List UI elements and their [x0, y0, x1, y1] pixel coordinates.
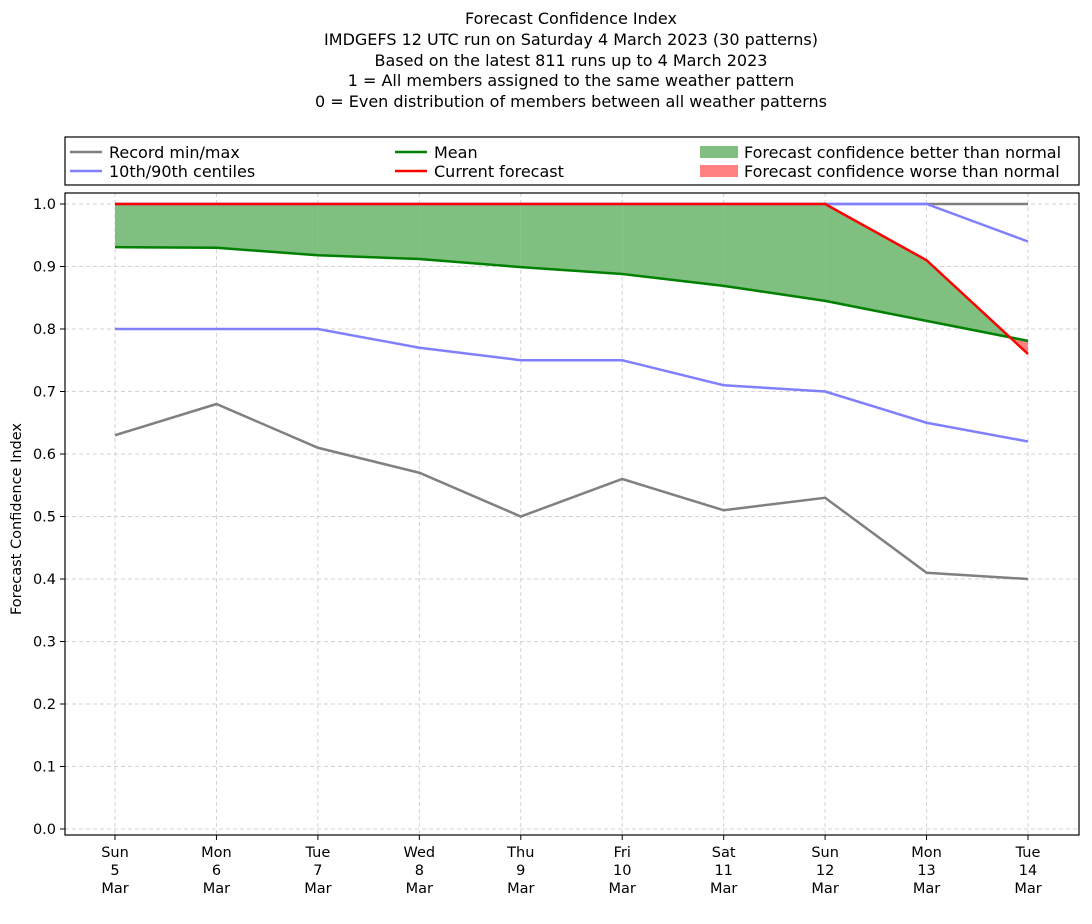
fill-better-than-normal	[723, 204, 826, 301]
y-tick-label: 0.6	[33, 447, 56, 463]
x-tick-label: 5	[110, 863, 119, 879]
series-line-mean	[114, 245, 1029, 343]
y-tick-label: 1.0	[33, 197, 56, 213]
title-line-5: 0 = Even distribution of members between…	[315, 92, 827, 111]
legend-swatch	[700, 165, 738, 177]
x-tick-label: 14	[1019, 863, 1037, 879]
legend-label: Forecast confidence better than normal	[744, 143, 1061, 162]
y-axis-label: Forecast Confidence Index	[9, 423, 25, 615]
x-tick-label: 9	[516, 863, 525, 879]
legend-label: Forecast confidence worse than normal	[744, 162, 1060, 181]
legend-label: Current forecast	[434, 162, 564, 181]
x-tick-label: Sun	[811, 845, 839, 861]
legend-box	[64, 136, 1080, 186]
y-tick-label: 0.0	[33, 822, 56, 838]
title-line-2: IMDGEFS 12 UTC run on Saturday 4 March 2…	[324, 30, 818, 49]
x-tick-label: Sun	[101, 845, 129, 861]
x-tick-label: Mar	[406, 881, 433, 897]
x-tick-label: 11	[714, 863, 732, 879]
fill-better-than-normal	[825, 204, 927, 321]
x-tick-label: Thu	[506, 845, 534, 861]
x-axis: Sun 5 Mar Mon 6 Mar Tue 7 Mar Wed 8 Mar Thu 9 Mar Fri 10…	[101, 835, 1042, 897]
x-tick-label: 7	[313, 863, 322, 879]
series-line-10th-centile	[115, 327, 1029, 443]
x-tick-label: Mon	[911, 845, 942, 861]
x-tick-label: 8	[415, 863, 424, 879]
y-tick-label: 0.7	[33, 385, 56, 401]
series-lines	[114, 202, 1029, 581]
legend-swatch	[700, 146, 738, 158]
x-tick-label: Fri	[614, 845, 631, 861]
x-tick-label: Mar	[101, 881, 128, 897]
title-line-1: Forecast Confidence Index	[465, 9, 677, 28]
fill-areas	[115, 204, 1028, 354]
x-tick-label: Mar	[203, 881, 230, 897]
title-line-4: 1 = All members assigned to the same wea…	[348, 71, 795, 90]
fill-better-than-normal	[419, 204, 521, 268]
x-tick-label: Mon	[201, 845, 232, 861]
y-tick-label: 0.2	[33, 697, 56, 713]
y-tick-label: 0.9	[33, 260, 56, 276]
series-line-record-min	[114, 402, 1029, 581]
title-line-3: Based on the latest 811 runs up to 4 Mar…	[375, 51, 768, 70]
fill-better-than-normal	[216, 204, 318, 256]
y-tick-label: 0.1	[33, 760, 56, 776]
series-line-current-forecast	[115, 202, 1029, 355]
chart-title: Forecast Confidence Index IMDGEFS 12 UTC…	[315, 9, 827, 111]
plot-frame	[64, 192, 1080, 836]
fill-better-than-normal	[317, 204, 420, 259]
x-tick-label: Mar	[1014, 881, 1041, 897]
x-tick-label: Mar	[811, 881, 838, 897]
fill-better-than-normal	[622, 204, 724, 286]
y-tick-label: 0.8	[33, 322, 56, 338]
x-tick-label: Mar	[710, 881, 737, 897]
x-tick-label: 10	[613, 863, 631, 879]
x-tick-label: Tue	[1015, 845, 1041, 861]
legend-label: Record min/max	[109, 143, 240, 162]
legend-label: 10th/90th centiles	[109, 162, 255, 181]
x-tick-label: Mar	[609, 881, 636, 897]
legend-label: Mean	[434, 143, 478, 162]
x-tick-label: Wed	[404, 845, 436, 861]
x-tick-label: Sat	[712, 845, 736, 861]
x-tick-label: Tue	[304, 845, 330, 861]
y-tick-label: 0.3	[33, 635, 56, 651]
x-tick-label: Mar	[507, 881, 534, 897]
y-axis: 0.0 0.1 0.2 0.3 0.4 0.5 0.6 0.7 0.8 0.9 1.0	[33, 197, 65, 838]
x-tick-label: 13	[917, 863, 935, 879]
fill-better-than-normal	[520, 204, 623, 274]
x-tick-label: 12	[816, 863, 834, 879]
y-tick-label: 0.5	[33, 510, 56, 526]
x-tick-label: Mar	[304, 881, 331, 897]
x-tick-label: Mar	[913, 881, 940, 897]
x-tick-label: 6	[212, 863, 221, 879]
fill-better-than-normal	[115, 204, 217, 248]
y-tick-label: 0.4	[33, 572, 56, 588]
